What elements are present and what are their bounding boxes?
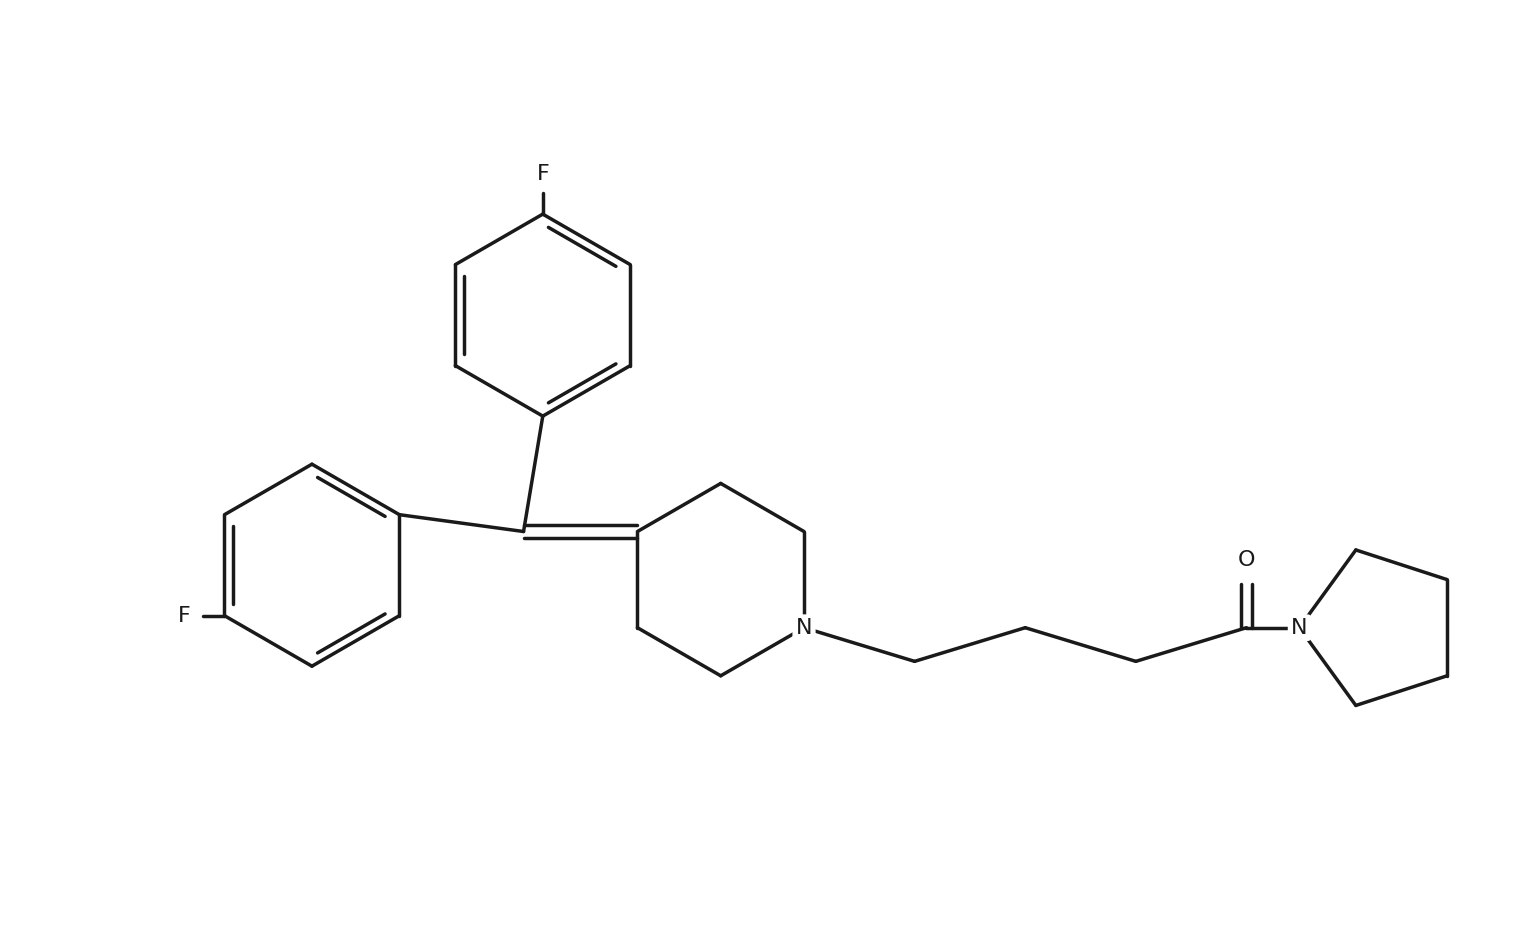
Text: F: F	[177, 606, 191, 626]
Text: N: N	[1291, 618, 1308, 638]
Text: F: F	[536, 164, 549, 184]
Text: N: N	[796, 618, 813, 638]
Text: O: O	[1238, 551, 1254, 570]
